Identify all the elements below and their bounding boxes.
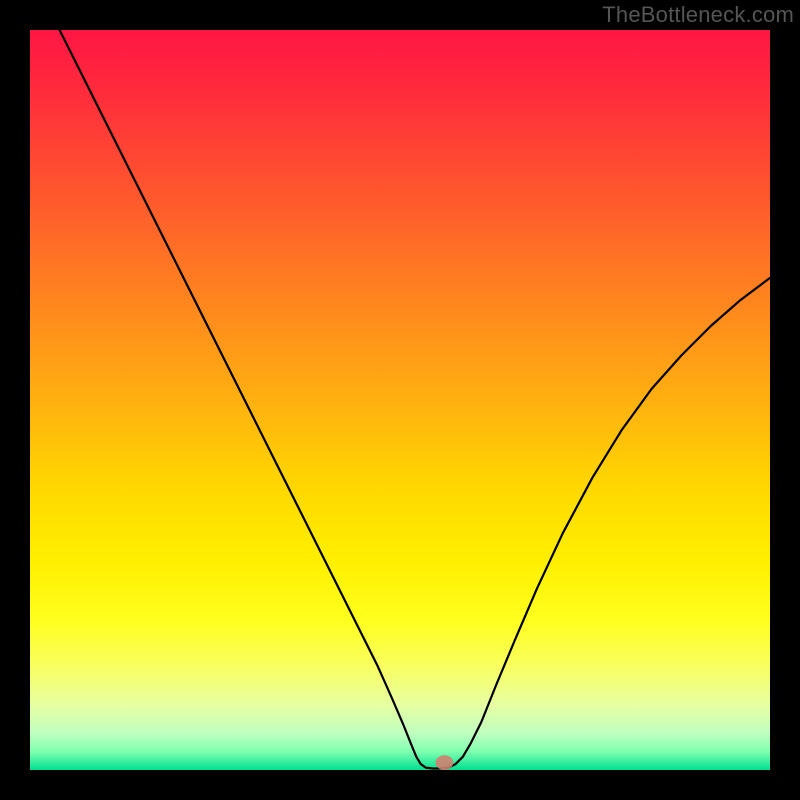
watermark-text: TheBottleneck.com — [602, 2, 794, 28]
chart-container: TheBottleneck.com — [0, 0, 800, 800]
bottleneck-chart — [0, 0, 800, 800]
optimal-marker — [436, 755, 454, 770]
plot-gradient-background — [30, 30, 770, 770]
